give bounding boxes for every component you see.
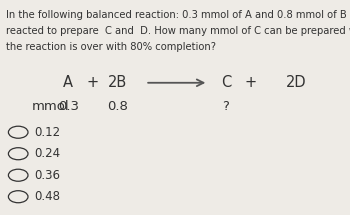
Text: 2B: 2B <box>108 75 127 90</box>
Text: mmol: mmol <box>32 100 69 113</box>
Text: 0.48: 0.48 <box>34 190 60 203</box>
Text: 0.3: 0.3 <box>58 100 79 113</box>
Text: 0.12: 0.12 <box>34 126 61 139</box>
Text: 0.36: 0.36 <box>34 169 60 182</box>
Text: A: A <box>63 75 73 90</box>
Text: the reaction is over with 80% completion?: the reaction is over with 80% completion… <box>6 42 216 52</box>
Text: C: C <box>220 75 231 90</box>
Text: 0.24: 0.24 <box>34 147 61 160</box>
Text: ?: ? <box>222 100 229 113</box>
Text: +: + <box>87 75 99 90</box>
Text: reacted to prepare  C and  D. How many mmol of C can be prepared when: reacted to prepare C and D. How many mmo… <box>6 26 350 36</box>
Text: 0.8: 0.8 <box>107 100 128 113</box>
Text: 2D: 2D <box>286 75 306 90</box>
Text: In the following balanced reaction: 0.3 mmol of A and 0.8 mmol of B is: In the following balanced reaction: 0.3 … <box>6 10 350 20</box>
Text: +: + <box>244 75 256 90</box>
